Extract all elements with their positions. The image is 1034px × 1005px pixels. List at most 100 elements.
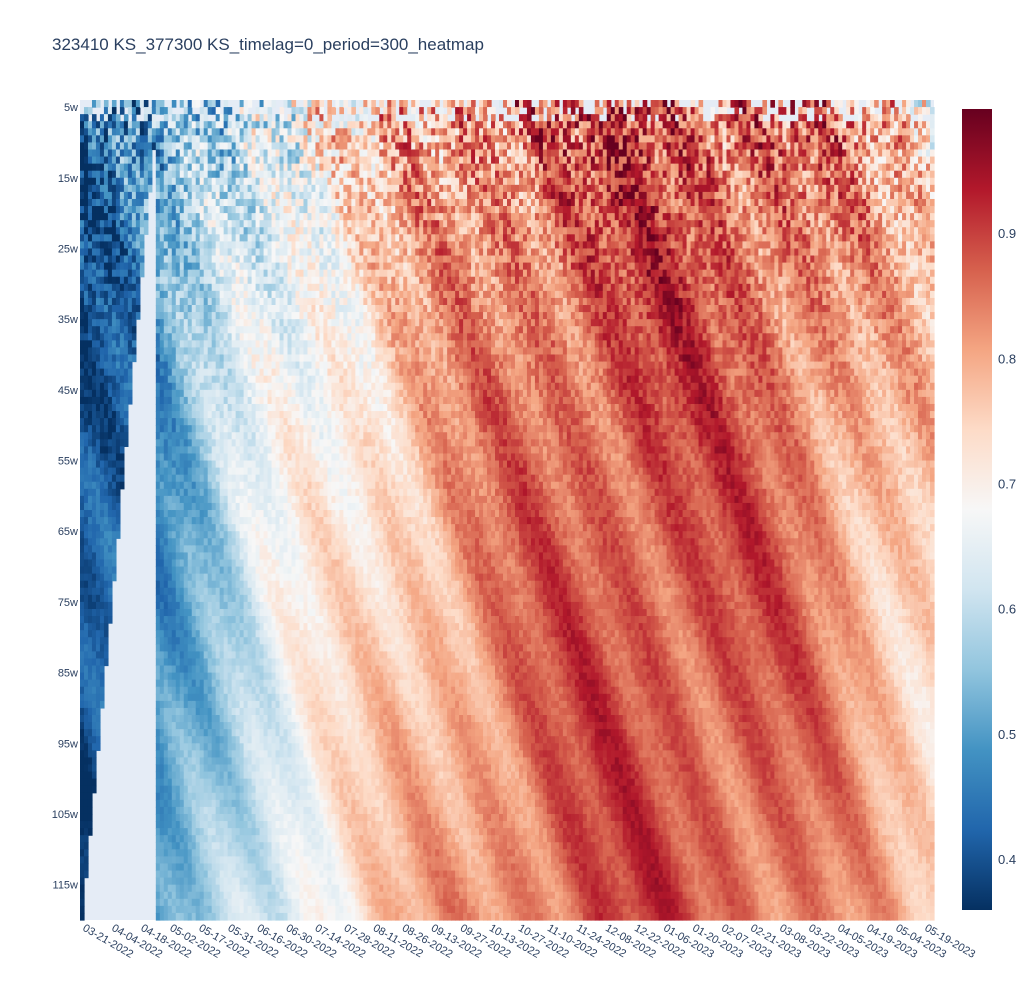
heatmap-cell [240,828,245,836]
heatmap-cell [196,114,201,122]
heatmap-cell [260,482,265,490]
heatmap-cell [172,595,177,603]
heatmap-cell [120,241,125,249]
heatmap-cell [252,128,257,136]
heatmap-cell [88,673,93,681]
heatmap-cell [168,708,173,716]
heatmap-cell [80,121,85,129]
heatmap-cell [256,333,261,341]
heatmap-cell [288,340,293,348]
heatmap-cell [264,602,269,610]
heatmap-cell [188,708,193,716]
heatmap-cell [208,220,213,228]
heatmap-cell [280,701,285,709]
heatmap-cell [168,305,173,313]
heatmap-cell [268,354,273,362]
heatmap-cell [188,135,193,143]
heatmap-cell [260,149,265,157]
heatmap-cell [240,397,245,405]
heatmap-cell [196,482,201,490]
heatmap-cell [264,100,269,108]
heatmap-cell [236,333,241,341]
heatmap-cell [132,284,137,292]
heatmap-cell [124,298,129,306]
heatmap-cell [288,404,293,412]
heatmap-cell [180,779,185,787]
heatmap-cell [88,786,93,794]
heatmap-cell [184,432,189,440]
heatmap-cell [88,425,93,433]
heatmap-cell [80,503,85,511]
heatmap-cell [228,743,233,751]
heatmap-cell [252,835,257,843]
heatmap-cell [284,899,289,907]
heatmap-cell [212,574,217,582]
heatmap-cell [248,595,253,603]
heatmap-cell [248,376,253,384]
heatmap-cell [80,807,85,815]
heatmap-cell [232,821,237,829]
heatmap-cell [196,489,201,497]
heatmap-cell [160,510,165,518]
heatmap-cell [236,199,241,207]
heatmap-cell [268,574,273,582]
heatmap-cell [276,149,281,157]
heatmap-cell [248,559,253,567]
heatmap-cell [156,885,161,893]
heatmap-cell [200,114,205,122]
heatmap-cell [172,333,177,341]
heatmap-cell [184,708,189,716]
heatmap-cell [212,171,217,179]
heatmap-cell [176,354,181,362]
heatmap-cell [200,863,205,871]
heatmap-cell [204,305,209,313]
heatmap-cell [248,602,253,610]
heatmap-cell [92,616,97,624]
heatmap-cell [220,871,225,879]
heatmap-cell [284,623,289,631]
heatmap-cell [264,213,269,221]
heatmap-cell [80,220,85,228]
heatmap-cell [252,461,257,469]
heatmap-cell [164,892,169,900]
heatmap-cell [108,446,113,454]
heatmap-cell [252,157,257,165]
heatmap-cell [132,319,137,327]
heatmap-cell [104,390,109,398]
heatmap-cell [240,849,245,857]
heatmap-cell [176,157,181,165]
heatmap-cell [216,588,221,596]
heatmap-cell [268,411,273,419]
heatmap-cell [184,814,189,822]
heatmap-cell [256,673,261,681]
heatmap-cell [240,199,245,207]
heatmap-cell [160,694,165,702]
heatmap-cell [112,185,117,193]
heatmap-cell [280,178,285,186]
heatmap-cell [180,828,185,836]
heatmap-cell [128,227,133,235]
heatmap-cell [212,552,217,560]
heatmap-cell [224,305,229,313]
heatmap-cell [240,863,245,871]
heatmap-cell [188,651,193,659]
heatmap-cell [284,376,289,384]
heatmap-cell [264,199,269,207]
heatmap-cell [124,270,129,278]
heatmap-cell [136,206,141,214]
heatmap-cell [164,263,169,271]
heatmap-cell [176,312,181,320]
heatmap-cell [180,637,185,645]
heatmap-cell [92,687,97,695]
heatmap-cell [284,354,289,362]
heatmap-cell [160,227,165,235]
heatmap-cell [276,256,281,264]
heatmap-cell [192,468,197,476]
heatmap-cell [276,616,281,624]
heatmap-cell [180,750,185,758]
heatmap-cell [248,701,253,709]
heatmap-cell [196,595,201,603]
heatmap-cell [172,673,177,681]
heatmap-cell [244,786,249,794]
heatmap-cell [192,772,197,780]
